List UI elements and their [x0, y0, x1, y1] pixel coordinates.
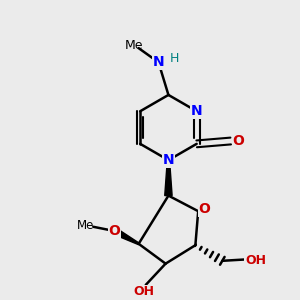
Text: N: N: [153, 55, 164, 69]
Text: OH: OH: [134, 285, 155, 298]
Text: O: O: [109, 224, 121, 238]
Text: Me: Me: [124, 39, 143, 52]
Text: O: O: [233, 134, 244, 148]
Text: Me: Me: [77, 219, 94, 232]
Text: O: O: [199, 202, 210, 216]
Polygon shape: [165, 160, 172, 196]
Text: H: H: [169, 52, 179, 64]
Text: N: N: [191, 104, 203, 118]
Text: OH: OH: [245, 254, 266, 267]
Text: N: N: [163, 153, 174, 167]
Polygon shape: [113, 228, 139, 244]
